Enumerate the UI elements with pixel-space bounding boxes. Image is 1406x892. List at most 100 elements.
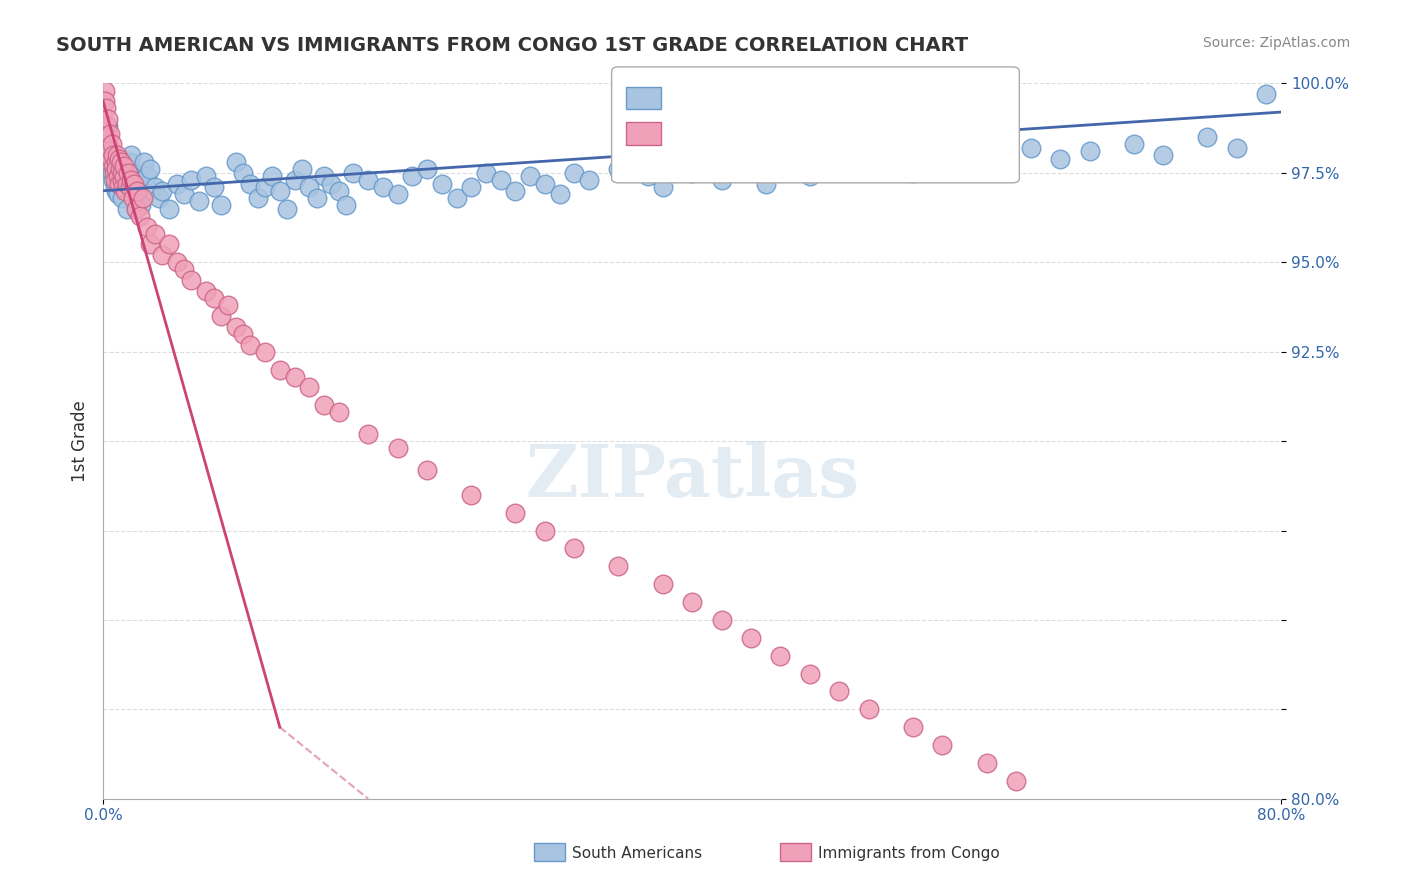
Point	[1005, 773, 1028, 788]
Text: 0.184: 0.184	[689, 85, 741, 103]
Point	[740, 162, 762, 177]
Point	[328, 405, 350, 419]
Point	[475, 166, 498, 180]
Point	[666, 155, 689, 169]
Text: -0.321: -0.321	[689, 120, 748, 138]
Point	[125, 184, 148, 198]
Point	[96, 112, 118, 127]
Point	[225, 319, 247, 334]
Point	[607, 559, 630, 574]
Point	[1197, 130, 1219, 145]
Point	[785, 155, 807, 169]
Point	[548, 187, 571, 202]
Point	[651, 577, 673, 591]
Point	[254, 344, 277, 359]
Point	[100, 152, 122, 166]
Point	[112, 169, 135, 184]
Y-axis label: 1st Grade: 1st Grade	[72, 401, 89, 482]
Text: N =: N =	[801, 120, 832, 138]
Point	[858, 155, 880, 169]
Point	[416, 162, 439, 177]
Point	[103, 173, 125, 187]
Point	[298, 180, 321, 194]
Point	[111, 166, 134, 180]
Point	[132, 191, 155, 205]
Point	[312, 169, 335, 184]
Text: ZIPatlas: ZIPatlas	[524, 442, 859, 512]
Point	[254, 180, 277, 194]
Point	[97, 130, 120, 145]
Point	[681, 595, 703, 609]
Point	[139, 237, 162, 252]
Point	[312, 398, 335, 412]
Point	[129, 209, 152, 223]
Point	[328, 184, 350, 198]
Text: N =: N =	[801, 85, 832, 103]
Point	[416, 463, 439, 477]
Point	[217, 298, 239, 312]
Point	[94, 95, 117, 109]
Point	[298, 380, 321, 394]
Point	[110, 173, 132, 187]
Point	[269, 184, 291, 198]
Text: R =: R =	[633, 85, 664, 103]
Point	[103, 166, 125, 180]
Point	[209, 309, 232, 323]
Point	[202, 180, 225, 194]
Point	[283, 369, 305, 384]
Point	[232, 326, 254, 341]
Point	[1122, 137, 1144, 152]
Point	[110, 155, 132, 169]
Point	[534, 524, 557, 538]
Point	[157, 202, 180, 216]
Point	[1226, 141, 1249, 155]
Point	[637, 169, 659, 184]
Point	[98, 141, 121, 155]
Point	[101, 166, 124, 180]
Point	[129, 173, 152, 187]
Point	[108, 162, 131, 177]
Point	[562, 541, 585, 556]
Point	[460, 180, 482, 194]
Point	[115, 177, 138, 191]
Point	[98, 141, 121, 155]
Point	[387, 187, 409, 202]
Point	[96, 120, 118, 134]
Point	[117, 166, 139, 180]
Point	[357, 173, 380, 187]
Point	[335, 198, 357, 212]
Point	[357, 426, 380, 441]
Point	[460, 488, 482, 502]
Point	[305, 191, 328, 205]
Point	[107, 169, 129, 184]
Point	[114, 184, 136, 198]
Point	[117, 173, 139, 187]
Point	[122, 184, 145, 198]
Point	[269, 362, 291, 376]
Point	[799, 666, 821, 681]
Point	[681, 166, 703, 180]
Point	[114, 180, 136, 194]
Point	[769, 648, 792, 663]
Point	[828, 162, 851, 177]
Point	[489, 173, 512, 187]
Point	[342, 166, 364, 180]
Point	[107, 152, 129, 166]
Point	[710, 613, 733, 627]
Point	[118, 155, 141, 169]
Point	[122, 177, 145, 191]
Point	[125, 177, 148, 191]
Point	[901, 166, 924, 180]
Point	[94, 102, 117, 116]
Point	[166, 177, 188, 191]
Point	[134, 155, 156, 169]
Point	[139, 162, 162, 177]
Point	[103, 148, 125, 162]
Text: R =: R =	[633, 120, 664, 138]
Point	[114, 159, 136, 173]
Point	[401, 169, 423, 184]
Point	[143, 180, 166, 194]
Point	[505, 506, 527, 520]
Point	[239, 177, 262, 191]
Point	[108, 177, 131, 191]
